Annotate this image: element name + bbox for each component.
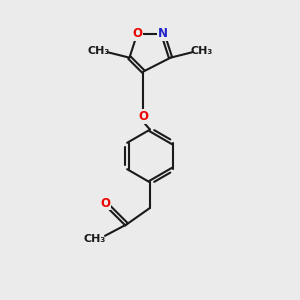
Text: O: O (132, 27, 142, 40)
Text: O: O (138, 110, 148, 123)
Text: CH₃: CH₃ (88, 46, 110, 56)
Text: O: O (100, 197, 111, 210)
Text: CH₃: CH₃ (83, 234, 106, 244)
Text: N: N (158, 27, 168, 40)
Text: CH₃: CH₃ (190, 46, 212, 56)
